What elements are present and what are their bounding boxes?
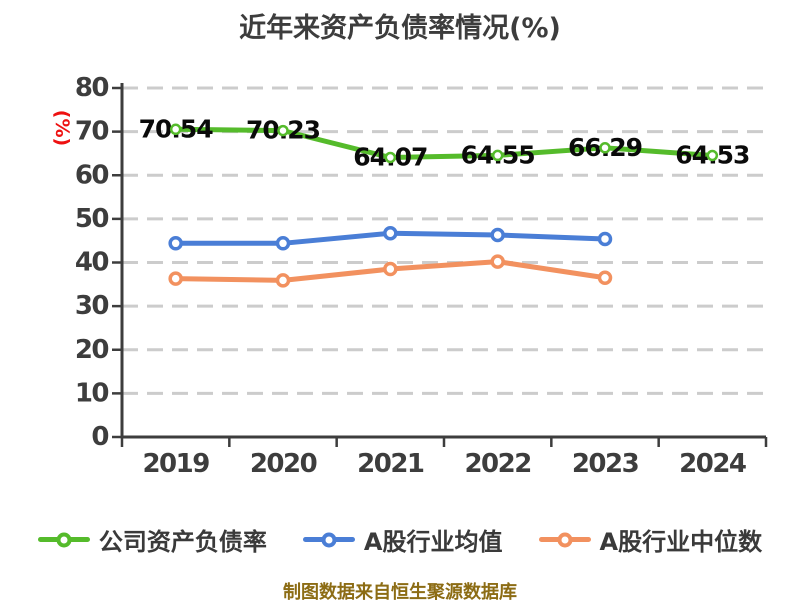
data-point-marker — [490, 254, 505, 269]
legend-label: 公司资产负债率 — [98, 528, 267, 556]
y-tick-label: 20 — [75, 335, 109, 365]
data-source-note: 制图数据来自恒生聚源数据库 — [283, 582, 517, 600]
x-tick-label: 2019 — [142, 449, 209, 479]
data-point-marker — [597, 231, 613, 247]
legend-item-industry-median[interactable]: A股行业中位数 — [538, 522, 763, 557]
x-tick-label: 2021 — [357, 449, 424, 479]
data-point-marker — [384, 151, 397, 164]
data-point-marker — [490, 227, 505, 243]
legend-line-dot-icon — [302, 528, 355, 552]
data-point-marker — [706, 149, 719, 162]
data-point-marker — [597, 270, 613, 286]
legend-line-dot-icon — [37, 528, 90, 552]
chart-title: 近年来资产负债率情况(%) — [239, 13, 561, 44]
data-point-marker — [168, 236, 183, 251]
legend-label: A股行业均值 — [363, 528, 503, 556]
y-tick-label: 10 — [75, 378, 109, 408]
line-chart: 0 10 20 30 40 50 60 70 80 2019 2020 2021 2022 2023 202… — [75, 73, 768, 479]
data-point-marker — [169, 123, 182, 136]
y-tick-label: 30 — [75, 291, 109, 321]
y-tick-label: 50 — [75, 204, 109, 234]
data-point-marker — [599, 142, 611, 154]
legend-label: A股行业中位数 — [599, 528, 763, 556]
y-tick-label: 0 — [91, 422, 108, 452]
y-tick-label: 60 — [75, 160, 109, 190]
x-tick-label: 2020 — [250, 449, 317, 479]
y-tick-label: 80 — [75, 73, 109, 103]
x-tick-label: 2022 — [464, 449, 530, 479]
y-tick-label: 40 — [75, 248, 109, 278]
legend-line-dot-icon — [538, 528, 591, 552]
chart-legend: 公司资产负债率 A股行业均值 A股行业中位数 — [0, 522, 800, 557]
series-line-0 — [173, 126, 715, 160]
x-tick-label: 2024 — [679, 449, 746, 479]
data-point-marker — [168, 271, 183, 286]
data-point-marker — [275, 273, 291, 288]
data-point-marker — [275, 236, 291, 251]
data-point-marker — [383, 261, 398, 277]
legend-item-industry-mean[interactable]: A股行业均值 — [302, 522, 503, 557]
x-tick-label: 2023 — [572, 449, 639, 479]
legend-item-company-ratio[interactable]: 公司资产负债率 — [37, 522, 267, 557]
data-point-marker — [277, 124, 289, 137]
y-tick-label: 70 — [75, 117, 109, 147]
data-point-marker — [383, 226, 398, 241]
data-point-marker — [491, 149, 504, 162]
